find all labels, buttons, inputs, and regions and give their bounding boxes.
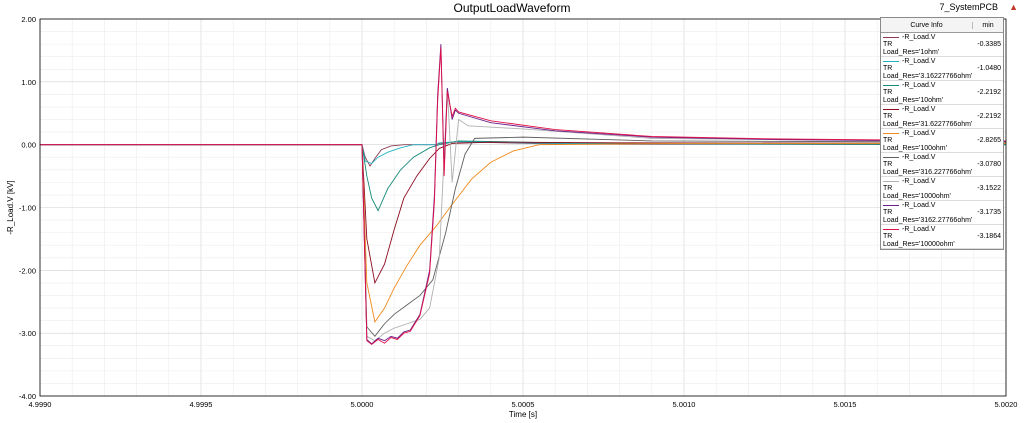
x-tick-label: 4.9995 (190, 400, 213, 409)
legend-entry-text: -R_Load.V TR Load_Res='100ohm' (881, 129, 971, 152)
legend-swatch (883, 180, 899, 182)
legend-series-name: -R_Load.V (902, 178, 936, 185)
chart-title: OutputLoadWaveform (453, 1, 571, 15)
x-tick-label: 4.9990 (29, 400, 52, 409)
series-line-3 (40, 140, 1007, 212)
legend-series-sub2: Load_Res='100ohm' (883, 144, 947, 152)
legend-min-value: -3.1864 (977, 233, 1001, 240)
y-tick-label: -3.00 (19, 329, 36, 338)
legend-series-name: -R_Load.V (902, 202, 936, 209)
legend-entry[interactable]: -R_Load.V TR Load_Res='3.16227766ohm' -1.04… (881, 57, 1003, 81)
legend-entry-text: -R_Load.V TR Load_Res='316.227766ohm' (881, 153, 974, 176)
legend-min-value: -3.0780 (977, 161, 1001, 168)
legend-swatch (883, 60, 899, 62)
series-line-7 (40, 88, 1007, 342)
legend-series-sub1: TR (883, 161, 893, 169)
legend-series-name: -R_Load.V (902, 226, 936, 233)
legend-series-sub1: TR (883, 65, 893, 73)
curve-info-legend[interactable]: Curve Info min -R_Load.V TR Load_Res='1ohm… (880, 17, 1004, 250)
legend-min-value: -0.3385 (977, 41, 1001, 48)
grid-lines (39, 18, 1007, 397)
legend-header-name: Curve Info (910, 21, 943, 29)
legend-entry[interactable]: -R_Load.V TR Load_Res='316.227766ohm' -3.07… (881, 153, 1003, 177)
legend-series-name: -R_Load.V (902, 130, 936, 137)
y-tick-label: -2.00 (19, 266, 36, 275)
legend-swatch (883, 132, 899, 134)
legend-series-sub2: Load_Res='10ohm' (883, 96, 944, 104)
legend-series-sub2: Load_Res='316.227766ohm' (883, 168, 973, 176)
legend-series-sub2: Load_Res='10000ohm' (883, 240, 955, 248)
legend-min-value: -2.8265 (977, 137, 1001, 144)
x-tick-label: 5.0010 (673, 400, 696, 409)
legend-series-sub2: Load_Res='31.6227766ohm' (883, 120, 973, 128)
legend-swatch (883, 36, 899, 38)
legend-series-sub1: TR (883, 113, 893, 121)
y-tick-label: 1.00 (21, 78, 36, 87)
legend-min-value: -1.0480 (977, 65, 1001, 72)
legend-series-name: -R_Load.V (902, 34, 936, 41)
legend-series-sub1: TR (883, 233, 893, 241)
x-axis-label: Time [s] (509, 410, 537, 419)
legend-min-value: -2.2192 (977, 113, 1001, 120)
legend-series-sub1: TR (883, 41, 893, 49)
legend-entry[interactable]: -R_Load.V TR Load_Res='10ohm' -2.2192 (881, 81, 1003, 105)
legend-series-sub2: Load_Res='3.16227766ohm' (883, 72, 973, 80)
legend-entry[interactable]: -R_Load.V TR Load_Res='100ohm' -2.8265 (881, 129, 1003, 153)
legend-entry-text: -R_Load.V TR Load_Res='3162.27766ohm' (881, 201, 974, 224)
legend-entry-text: -R_Load.V TR Load_Res='1000ohm' (881, 177, 971, 200)
legend-min-value: -2.2192 (977, 89, 1001, 96)
y-axis-label: -R_Load.V [kV] (6, 180, 15, 234)
legend-series-sub1: TR (883, 209, 893, 217)
x-tick-label: 5.0005 (512, 400, 535, 409)
legend-min-value: -3.1522 (977, 185, 1001, 192)
legend-series-name: -R_Load.V (902, 154, 936, 161)
legend-series-sub2: Load_Res='1000ohm' (883, 192, 951, 200)
tick-labels: 4.9990 4.9995 5.0000 5.0005 5.0010 5.0015 5.00… (19, 15, 1018, 409)
x-tick-label: 5.0000 (351, 400, 374, 409)
legend-entry-text: -R_Load.V TR Load_Res='10000ohm' (881, 225, 971, 248)
legend-series-name: -R_Load.V (902, 58, 936, 65)
legend-series-sub1: TR (883, 89, 893, 97)
y-tick-label: -4.00 (19, 392, 36, 401)
series-line-5 (40, 142, 1006, 323)
legend-series-name: -R_Load.V (902, 82, 936, 89)
series-line-4 (40, 141, 1007, 285)
design-name-label: 7_SystemPCB (939, 2, 998, 12)
legend-swatch (883, 156, 899, 158)
legend-entry[interactable]: -R_Load.V TR Load_Res='31.6227766ohm' -2.21… (881, 105, 1003, 129)
legend-swatch (883, 204, 899, 206)
legend-swatch (883, 228, 899, 230)
legend-series-sub2: Load_Res='1ohm' (883, 48, 940, 56)
legend-entry[interactable]: -R_Load.V TR Load_Res='3162.27766ohm' -3.17… (881, 201, 1003, 225)
y-tick-label: -1.00 (19, 204, 36, 213)
legend-series-sub1: TR (883, 185, 893, 193)
legend-series-sub2: Load_Res='3162.27766ohm' (883, 216, 973, 224)
x-tick-label: 5.0015 (834, 400, 857, 409)
plot-frame (39, 18, 1007, 397)
legend-header-value: min (972, 21, 1003, 29)
legend-entry-text: -R_Load.V TR Load_Res='10ohm' (881, 81, 971, 104)
legend-min-value: -3.1735 (977, 209, 1001, 216)
triangle-icon[interactable]: ▲ (1009, 2, 1018, 12)
legend-series-sub1: TR (883, 137, 893, 145)
legend-entry-text: -R_Load.V TR Load_Res='1ohm' (881, 33, 971, 56)
series-layer (40, 44, 1007, 346)
legend-header: Curve Info min (881, 18, 1003, 33)
y-tick-label: 0.00 (21, 141, 36, 150)
legend-swatch (883, 108, 899, 110)
y-tick-label: 2.00 (21, 15, 36, 24)
legend-entry[interactable]: -R_Load.V TR Load_Res='1ohm' -0.3385 (881, 33, 1003, 57)
legend-entry-text: -R_Load.V TR Load_Res='3.16227766ohm' (881, 57, 974, 80)
legend-entry-text: -R_Load.V TR Load_Res='31.6227766ohm' (881, 105, 974, 128)
series-line-9 (40, 47, 1007, 346)
legend-entry[interactable]: -R_Load.V TR Load_Res='1000ohm' -3.1522 (881, 177, 1003, 201)
legend-entry[interactable]: -R_Load.V TR Load_Res='10000ohm' -3.1864 (881, 225, 1003, 249)
legend-series-name: -R_Load.V (902, 106, 936, 113)
x-tick-label: 5.0020 (995, 400, 1018, 409)
series-line-2 (40, 141, 1007, 165)
legend-swatch (883, 84, 899, 86)
